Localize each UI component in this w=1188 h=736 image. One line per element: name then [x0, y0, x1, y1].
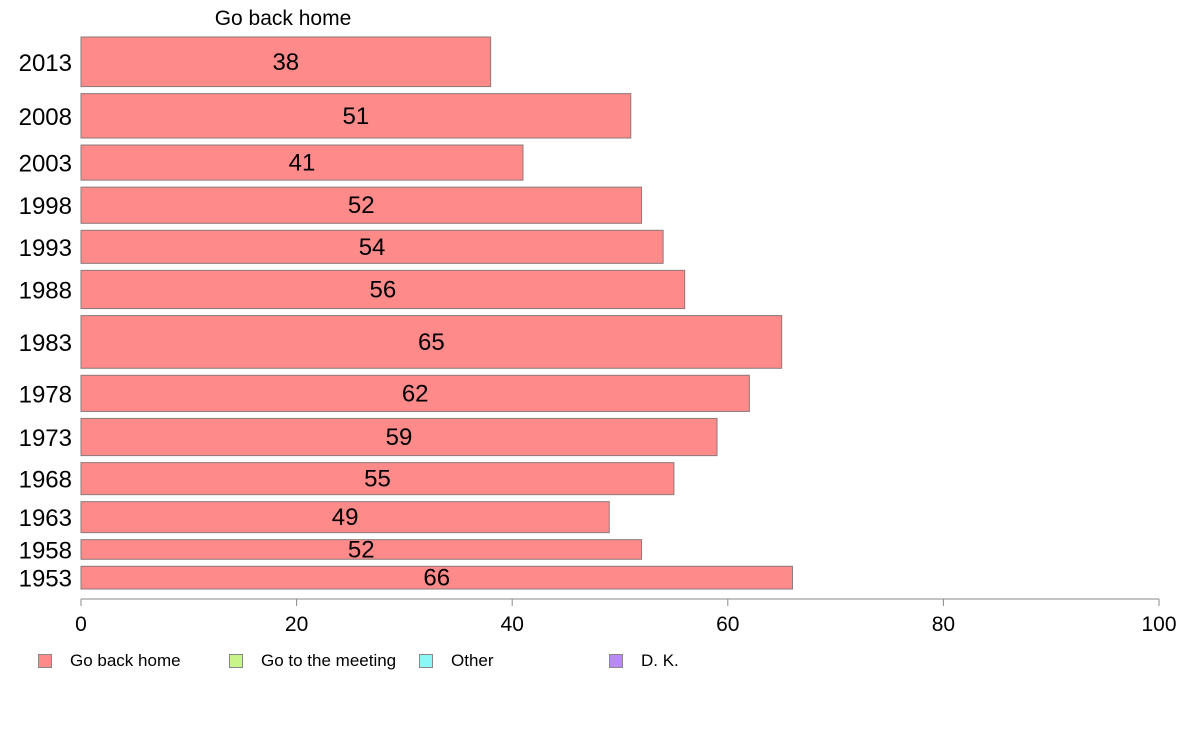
- legend-item-go-back-home: Go back home: [38, 651, 181, 671]
- y-tick-label: 2013: [19, 50, 72, 77]
- y-tick-label: 1953: [19, 566, 72, 593]
- y-tick-label: 1978: [19, 381, 72, 408]
- legend-label: Other: [451, 651, 494, 670]
- bar-1953: [80, 565, 793, 590]
- bar-value-label: 62: [402, 380, 429, 407]
- x-tick-label: 100: [1141, 613, 1176, 636]
- bar-1973: [80, 417, 718, 457]
- legend-swatch: [419, 654, 433, 668]
- legend-swatch: [229, 654, 243, 668]
- x-tick-label: 80: [932, 613, 955, 636]
- legend-item-other: Other: [419, 651, 494, 671]
- bar-2008: [80, 93, 632, 139]
- x-tick-label: 40: [501, 613, 524, 636]
- y-tick-label: 2008: [19, 104, 72, 131]
- bar-1958: [80, 539, 643, 560]
- legend-swatch: [38, 654, 52, 668]
- legend-swatch: [609, 654, 623, 668]
- bar-1978: [80, 374, 750, 412]
- bar-value-label: 52: [348, 536, 375, 563]
- x-axis: 0 20 40 60 80 100: [75, 598, 1177, 636]
- legend-label: D. K.: [641, 651, 679, 670]
- legend-item-dk: D. K.: [609, 651, 679, 671]
- bar-value-label: 54: [359, 234, 386, 261]
- bar-value-label: 49: [332, 504, 359, 531]
- bar-value-label: 55: [364, 466, 391, 493]
- x-tick-label: 60: [716, 613, 739, 636]
- y-tick-label: 1963: [19, 505, 72, 532]
- y-tick-label: 1973: [19, 425, 72, 452]
- legend-label: Go to the meeting: [261, 651, 397, 670]
- bar-1998: [80, 186, 643, 224]
- y-axis-labels: 2013 2008 2003 1998 1993 1988 1983 1978 1973 1968…: [19, 50, 72, 593]
- bar-1993: [80, 229, 664, 264]
- bar-value-label: 65: [418, 329, 445, 356]
- bar-value-label: 66: [423, 565, 450, 592]
- chart-title: Go back home: [215, 7, 352, 30]
- bar-value-label: 38: [272, 49, 299, 76]
- x-tick-label: 20: [285, 613, 308, 636]
- bar-value-label: 51: [343, 103, 370, 130]
- bar-value-label: 56: [369, 276, 396, 303]
- bar-1968: [80, 462, 675, 496]
- x-tick-label: 0: [75, 613, 87, 636]
- y-tick-label: 1958: [19, 537, 72, 564]
- bar-value-label: 52: [348, 192, 375, 219]
- legend-label: Go back home: [70, 651, 181, 670]
- y-tick-label: 1988: [19, 277, 72, 304]
- legend-item-go-to-the-meeting: Go to the meeting: [229, 651, 396, 671]
- y-tick-label: 1998: [19, 193, 72, 220]
- bar-value-label: 41: [289, 150, 316, 177]
- bar-1983: [80, 315, 783, 369]
- y-tick-label: 1993: [19, 235, 72, 262]
- y-tick-label: 2003: [19, 151, 72, 178]
- bar-2003: [80, 144, 524, 181]
- y-tick-label: 1968: [19, 467, 72, 494]
- bar-1963: [80, 501, 610, 534]
- bar-value-label: 59: [386, 424, 413, 451]
- bar-1988: [80, 269, 686, 310]
- bar-2013: [80, 36, 492, 88]
- y-tick-label: 1983: [19, 330, 72, 357]
